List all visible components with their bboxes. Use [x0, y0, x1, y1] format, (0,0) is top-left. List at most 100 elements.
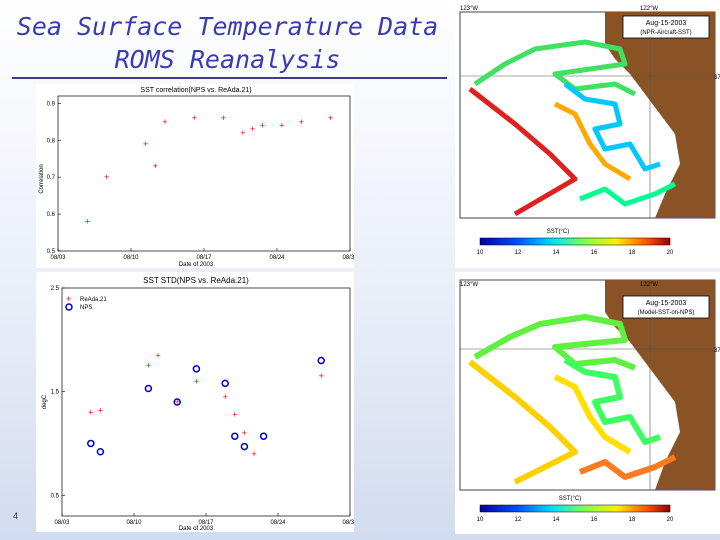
data-point-plus: +: [223, 392, 228, 402]
data-point-plus: +: [153, 161, 158, 171]
x-tick-label: 08/03: [50, 255, 66, 261]
data-point-circle: [221, 379, 229, 388]
y-tick-label: 0.9: [47, 101, 56, 107]
data-point-plus: +: [251, 449, 256, 459]
map-lat-label: 37: [714, 348, 720, 354]
y-tick-label: 0.6: [47, 212, 56, 218]
colorbar-tick-label: 12: [515, 517, 522, 523]
map-date-label: Aug-15-2003: [646, 300, 687, 307]
colorbar-label: SST(°C): [547, 229, 569, 235]
map-lon-left: 123°W: [460, 6, 478, 12]
x-axis-label: Date of 2003: [179, 526, 214, 532]
chart-title: SST correlation(NPS vs. ReAda.21): [140, 87, 251, 94]
colorbar-tick-label: 16: [591, 517, 598, 523]
legend-marker-plus: +: [66, 294, 71, 304]
legend: + ReAda.21 NPS: [65, 294, 107, 311]
data-point-plus: +: [260, 121, 265, 131]
flight-track: [468, 39, 677, 217]
x-tick-label: 08/24: [270, 520, 286, 526]
map-lat-label: 37: [714, 75, 720, 81]
map-source-label: (Model-SST-on-NPS): [638, 310, 695, 316]
data-point-circle: [317, 356, 325, 365]
data-point-plus: +: [250, 124, 255, 134]
map-lon-right: 122°W: [640, 6, 658, 12]
colorbar-tick-label: 12: [515, 250, 522, 256]
colorbar-tick-label: 16: [591, 250, 598, 256]
data-point-plus: +: [192, 113, 197, 123]
y-tick-label: 0.7: [47, 175, 56, 181]
x-tick-label: 08/10: [123, 255, 139, 261]
y-tick-label: 0.8: [47, 138, 56, 144]
sst-map-model: Aug-15-2003 (Model-SST-on-NPS) 123°W 122…: [455, 272, 720, 534]
data-point-plus: +: [98, 405, 103, 415]
colorbar-tick-label: 14: [553, 250, 560, 256]
data-point-circle: [259, 432, 268, 440]
sst-map-canvas: Aug-15-2003 (NPR-Aircraft-SST) 123°W 122…: [459, 6, 720, 256]
slide-title-line1: Sea Surface Temperature Data: [16, 12, 439, 41]
data-point-plus: +: [162, 117, 167, 127]
y-tick-label: 2.5: [51, 286, 60, 292]
plot-frame: [57, 95, 351, 252]
data-point-plus: +: [85, 216, 90, 226]
slide-title-line2: ROMS Reanalysis: [114, 45, 341, 74]
legend-label: ReAda.21: [80, 297, 107, 303]
data-point-plus: +: [143, 139, 148, 149]
colorbar: [479, 237, 671, 246]
data-point-plus: +: [104, 172, 109, 182]
y-axis-label: degC: [42, 394, 48, 409]
data-point-plus: +: [232, 409, 237, 419]
colorbar-ticks: 10 12 14 16 18 20: [477, 250, 674, 256]
coastline-land: [605, 12, 715, 218]
data-point-circle: [173, 398, 181, 406]
data-point-plus: +: [221, 113, 226, 123]
x-tick-label: 08/03: [54, 520, 70, 526]
y-axis-label: Correlation: [39, 164, 45, 193]
x-tick-label: 08/17: [196, 255, 212, 261]
plot-frame: [61, 287, 351, 517]
colorbar: [479, 504, 671, 513]
colorbar-tick-label: 18: [629, 250, 636, 256]
data-point-plus: +: [155, 350, 160, 360]
data-point-circle: [231, 432, 239, 440]
map-date-label: Aug-15-2003: [646, 20, 687, 27]
std-chart: SST STD(NPS vs. ReAda.21) Date of 2003 d…: [42, 276, 358, 532]
data-point-plus: +: [319, 371, 324, 381]
data-point-plus: +: [328, 113, 333, 123]
data-point-plus: +: [175, 397, 180, 407]
map-lon-right: 122°W: [640, 282, 658, 288]
colorbar-tick-label: 20: [667, 517, 674, 523]
colorbar-tick-label: 18: [629, 517, 636, 523]
colorbar-tick-label: 10: [477, 517, 484, 523]
map-label-box: [622, 295, 710, 319]
title-underline: [12, 77, 447, 79]
x-tick-label: 08/10: [126, 520, 142, 526]
colorbar-tick-label: 14: [553, 517, 560, 523]
data-point-plus: +: [88, 407, 93, 417]
y-tick-label: 0.5: [47, 249, 56, 255]
x-axis-label: Date of 2003: [179, 262, 214, 268]
x-tick-label: 08/31: [342, 255, 354, 261]
legend-marker-circle: [65, 303, 73, 311]
x-tick-label: 08/17: [198, 520, 214, 526]
data-point-plus: +: [299, 117, 304, 127]
data-point-plus: +: [146, 361, 151, 371]
correlation-chart-panel: SST correlation(NPS vs. ReAda.21) Date o…: [36, 84, 358, 268]
y-tick-label: 0.5: [51, 493, 60, 499]
sst-map-observed: Aug-15-2003 (NPR-Aircraft-SST) 123°W 122…: [455, 4, 720, 268]
x-tick-label: 08/31: [342, 520, 354, 526]
data-point-circle: [96, 447, 105, 456]
data-point-circle: [240, 442, 249, 451]
data-point-plus: +: [194, 376, 199, 386]
colorbar-tick-label: 10: [477, 250, 484, 256]
colorbar-ticks: 10 12 14 16 18 20: [477, 517, 674, 523]
map-label-box: [622, 15, 710, 39]
std-chart-panel: SST STD(NPS vs. ReAda.21) Date of 2003 d…: [36, 272, 358, 532]
page-number: 4: [13, 511, 19, 521]
y-tick-label: 1.5: [51, 390, 60, 396]
data-point-circle: [192, 365, 201, 373]
sst-map-canvas: Aug-15-2003 (Model-SST-on-NPS) 123°W 122…: [459, 279, 720, 523]
chart-title: SST STD(NPS vs. ReAda.21): [143, 276, 249, 285]
data-point-circle: [144, 384, 153, 393]
x-tick-label: 08/24: [269, 255, 285, 261]
colorbar-label: SST(°C): [559, 496, 581, 502]
